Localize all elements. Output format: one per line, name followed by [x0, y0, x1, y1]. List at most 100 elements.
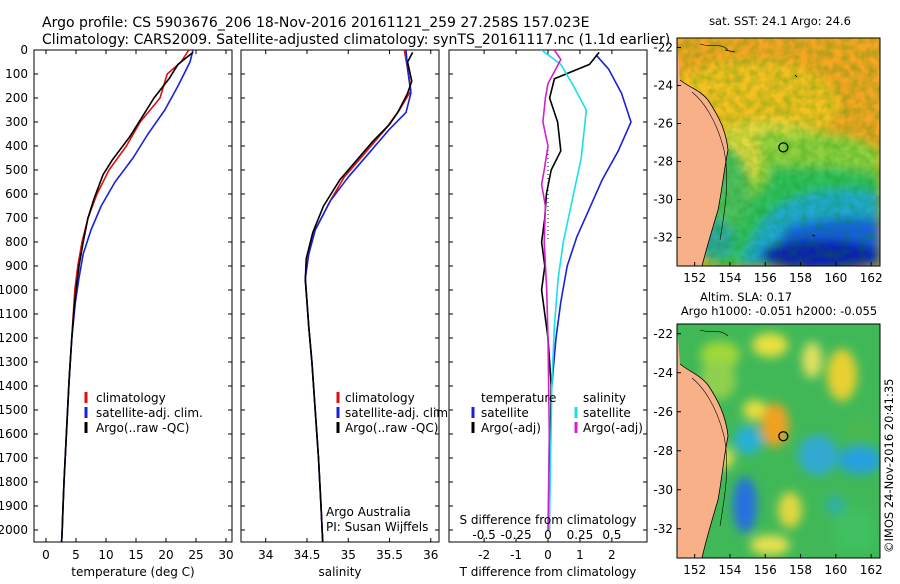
depth-tick-label: 0 — [20, 43, 28, 57]
x-tick-label: 0 — [42, 548, 50, 562]
sst-field — [677, 38, 880, 266]
x-tick-label: -2 — [478, 548, 490, 562]
lon-tick-label: 154 — [719, 271, 742, 285]
temperature-lines — [60, 50, 194, 542]
depth-tick-label: 800 — [5, 235, 28, 249]
temperature-xlabel: temperature (deg C) — [71, 565, 194, 579]
depth-tick-label: 1900 — [0, 499, 28, 513]
legend-s-argo: Argo(-adj) — [583, 421, 643, 435]
depth-tick-label: 1100 — [0, 307, 28, 321]
depth-tick-label: 1400 — [0, 379, 28, 393]
depth-tick-label: 1000 — [0, 283, 28, 297]
salinity-x-axis: 34 34.5 35 35.5 36 — [258, 50, 438, 562]
lat-tick-label: -28 — [653, 155, 673, 169]
s-tick-label: 0.25 — [567, 528, 594, 542]
sla-map-title: Altim. SLA: 0.17 — [700, 290, 792, 304]
series-line-argo-raw-qc- — [60, 51, 194, 542]
legend-t-argo: Argo(-adj) — [481, 421, 541, 435]
depth-tick-label: 200 — [5, 91, 28, 105]
lon-tick-label: 160 — [824, 271, 847, 285]
lon-tick-label: 152 — [683, 271, 706, 285]
pi-note: PI: Susan Wijffels — [326, 520, 428, 534]
legend-climatology: climatology — [345, 391, 415, 405]
s-difference-xlabel: S difference from climatology — [460, 513, 637, 527]
depth-tick-label: 1300 — [0, 355, 28, 369]
x-tick-label: 0 — [544, 548, 552, 562]
lon-tick-label: 154 — [719, 563, 742, 577]
sla-latitude-axis: -22 -24 -26 -28 -30 -32 — [653, 327, 681, 536]
depth-tick-label: 2000 — [0, 523, 28, 537]
legend-t-satellite: satellite — [481, 406, 529, 420]
lat-tick-label: -32 — [653, 231, 673, 245]
salinity-panel: 34 34.5 35 35.5 36 salinity climatology sate… — [240, 49, 452, 579]
sla-land — [677, 324, 728, 558]
sst-longitude-axis: 152 154 156 158 160 162 — [683, 262, 883, 285]
legend-satellite: satellite-adj. clim. — [345, 406, 452, 420]
series-line-argo-adj- — [540, 50, 562, 531]
series-line-satellite — [541, 50, 588, 531]
title-line-2: Climatology: CARS2009. Satellite-adjuste… — [42, 32, 670, 48]
depth-tick-label: 100 — [5, 67, 28, 81]
x-tick-label: 35 — [341, 548, 356, 562]
depth-tick-label: 400 — [5, 139, 28, 153]
depth-tick-label: 1800 — [0, 475, 28, 489]
difference-legend: temperature salinity satellite Argo(-adj… — [471, 391, 643, 435]
sla-map-subtitle: Argo h1000: -0.051 h2000: -0.055 — [681, 304, 877, 318]
lon-tick-label: 156 — [754, 563, 777, 577]
sst-land — [677, 38, 728, 266]
salinity-xlabel: salinity — [318, 565, 361, 579]
lon-tick-label: 162 — [860, 271, 883, 285]
sla-map-frame — [676, 323, 881, 559]
depth-tick-label: 700 — [5, 211, 28, 225]
x-tick-label: 34 — [258, 548, 273, 562]
lat-tick-label: -24 — [653, 366, 673, 380]
t-difference-xlabel: T difference from climatology — [459, 565, 637, 579]
t-difference-x-axis: -2 -1 0 1 2 — [478, 50, 616, 562]
argo-float-marker — [778, 142, 789, 153]
s-difference-inner-axis: -0.5 -0.25 0 0.25 0.5 — [472, 528, 621, 542]
sst-map-title: sat. SST: 24.1 Argo: 24.6 — [709, 14, 851, 28]
x-tick-label: 30 — [218, 548, 233, 562]
x-tick-label: 34.5 — [294, 548, 321, 562]
sla-map: Altim. SLA: 0.17 Argo h1000: -0.051 h200… — [653, 290, 882, 577]
sst-map-frame — [676, 37, 881, 267]
lat-tick-label: -30 — [653, 483, 673, 497]
x-tick-label: 1 — [576, 548, 584, 562]
depth-tick-label: 900 — [5, 259, 28, 273]
legend-argo: Argo(..raw -QC) — [96, 421, 189, 435]
lat-tick-label: -24 — [653, 79, 673, 93]
s-tick-label: 0.5 — [602, 528, 621, 542]
legend-climatology: climatology — [96, 391, 166, 405]
depth-tick-label: 500 — [5, 163, 28, 177]
x-tick-label: 10 — [98, 548, 113, 562]
sst-latitude-axis: -22 -24 -26 -28 -30 -32 — [653, 41, 681, 245]
lat-tick-label: -26 — [653, 405, 673, 419]
lat-tick-label: -22 — [653, 41, 673, 55]
sst-map: sat. SST: 24.1 Argo: 24.6 152 — [653, 14, 882, 285]
x-tick-label: 36 — [423, 548, 438, 562]
temperature-panel: 0100200300400500600700800900100011001200… — [0, 43, 234, 579]
lat-tick-label: -22 — [653, 327, 673, 341]
legend-salinity-title: salinity — [583, 391, 626, 405]
legend-s-satellite: satellite — [583, 406, 631, 420]
sla-field — [677, 324, 880, 558]
lat-tick-label: -28 — [653, 444, 673, 458]
x-tick-label: 5 — [72, 548, 80, 562]
imos-credit: ©IMOS 24-Nov-2016 20:41:35 — [882, 379, 896, 553]
depth-tick-label: 300 — [5, 115, 28, 129]
x-tick-label: 35.5 — [376, 548, 403, 562]
argo-australia-note: Argo Australia — [326, 505, 411, 519]
depth-tick-label: 1600 — [0, 427, 28, 441]
lat-tick-label: -32 — [653, 522, 673, 536]
difference-axes-box — [448, 49, 648, 543]
x-tick-label: 25 — [188, 548, 203, 562]
argo-float-marker — [778, 431, 789, 442]
temperature-legend: climatology satellite-adj. clim. Argo(..… — [84, 391, 203, 435]
s-tick-label: 0 — [544, 528, 552, 542]
x-tick-label: 2 — [608, 548, 616, 562]
legend-satellite: satellite-adj. clim. — [96, 406, 203, 420]
difference-depth-ticks — [449, 49, 647, 531]
lon-tick-label: 152 — [683, 563, 706, 577]
depth-axis: 0 100 200 300 400 500 600 700 800 900 1000 1100 1200… — [0, 43, 232, 537]
